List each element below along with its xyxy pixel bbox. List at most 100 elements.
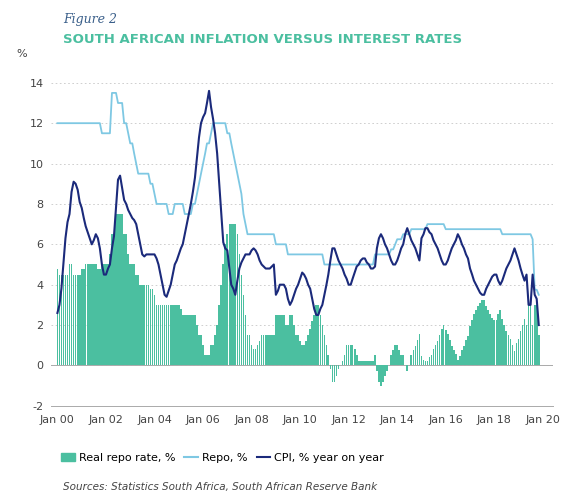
Bar — [281, 315, 283, 365]
Bar — [392, 350, 394, 365]
Bar — [453, 350, 455, 365]
Bar — [495, 320, 497, 365]
Bar — [494, 320, 495, 365]
Bar — [429, 357, 430, 365]
Bar — [324, 335, 325, 365]
Bar — [190, 315, 192, 365]
Bar — [225, 244, 226, 365]
Bar — [148, 285, 149, 365]
Bar — [212, 345, 214, 365]
Bar — [97, 269, 99, 365]
Bar — [354, 349, 356, 365]
Bar — [321, 325, 323, 365]
Bar — [384, 365, 386, 376]
Bar — [105, 265, 107, 365]
Bar — [279, 315, 280, 365]
Bar — [202, 345, 204, 365]
Bar — [512, 345, 513, 365]
Bar — [293, 325, 295, 365]
Bar — [518, 339, 519, 365]
Bar — [194, 315, 196, 365]
Bar — [249, 335, 250, 365]
Bar — [341, 361, 343, 365]
Bar — [516, 343, 518, 365]
Bar — [364, 361, 366, 365]
Bar — [530, 300, 531, 365]
Bar — [237, 234, 238, 365]
Bar — [426, 361, 428, 365]
Bar — [230, 224, 232, 365]
Text: Figure 2: Figure 2 — [63, 13, 117, 26]
Bar — [166, 305, 168, 365]
Bar — [267, 335, 268, 365]
Bar — [229, 224, 230, 365]
Bar — [465, 340, 467, 365]
Bar — [79, 275, 80, 365]
Bar — [336, 365, 337, 376]
Bar — [123, 234, 125, 365]
Bar — [459, 356, 461, 365]
Bar — [238, 255, 240, 365]
Bar — [498, 314, 499, 365]
Bar — [145, 285, 147, 365]
Bar — [502, 319, 503, 365]
Bar — [256, 345, 258, 365]
Bar — [463, 346, 465, 365]
Bar — [344, 355, 345, 365]
Bar — [200, 335, 202, 365]
Bar — [245, 315, 246, 365]
Text: SOUTH AFRICAN INFLATION VERSUS INTEREST RATES: SOUTH AFRICAN INFLATION VERSUS INTEREST … — [63, 33, 462, 46]
Bar — [132, 265, 133, 365]
Bar — [188, 315, 190, 365]
Bar — [234, 224, 236, 365]
Bar — [400, 355, 402, 365]
Bar — [172, 305, 173, 365]
Bar — [510, 339, 511, 365]
Bar — [59, 275, 60, 365]
Bar — [417, 340, 418, 365]
Bar — [390, 355, 392, 365]
Bar — [491, 318, 493, 365]
Bar — [133, 265, 135, 365]
Bar — [481, 300, 483, 365]
Bar — [514, 351, 515, 365]
Bar — [386, 365, 388, 372]
Bar — [162, 305, 164, 365]
Bar — [348, 345, 349, 365]
Bar — [233, 224, 234, 365]
Bar — [241, 275, 242, 365]
Bar — [475, 310, 477, 365]
Bar — [418, 334, 420, 365]
Bar — [299, 341, 301, 365]
Bar — [89, 265, 91, 365]
Bar — [441, 329, 442, 365]
Legend: Real repo rate, %, Repo, %, CPI, % year on year: Real repo rate, %, Repo, %, CPI, % year … — [57, 448, 389, 467]
Bar — [269, 335, 271, 365]
Bar — [337, 365, 339, 369]
Bar — [103, 265, 105, 365]
Bar — [81, 269, 83, 365]
Bar — [204, 355, 206, 365]
Bar — [398, 350, 400, 365]
Bar — [471, 320, 473, 365]
Bar — [111, 234, 113, 365]
Bar — [333, 365, 335, 382]
Bar — [425, 361, 426, 365]
Bar — [113, 234, 115, 365]
Bar — [217, 325, 218, 365]
Bar — [483, 300, 485, 365]
Bar — [210, 345, 212, 365]
Bar — [477, 306, 479, 365]
Bar — [93, 265, 95, 365]
Bar — [507, 335, 509, 365]
Bar — [297, 335, 299, 365]
Bar — [253, 349, 254, 365]
Bar — [243, 295, 245, 365]
Bar — [127, 255, 129, 365]
Bar — [506, 331, 507, 365]
Bar — [536, 305, 538, 365]
Bar — [332, 365, 333, 382]
Bar — [174, 305, 176, 365]
Bar — [439, 335, 441, 365]
Bar — [218, 305, 220, 365]
